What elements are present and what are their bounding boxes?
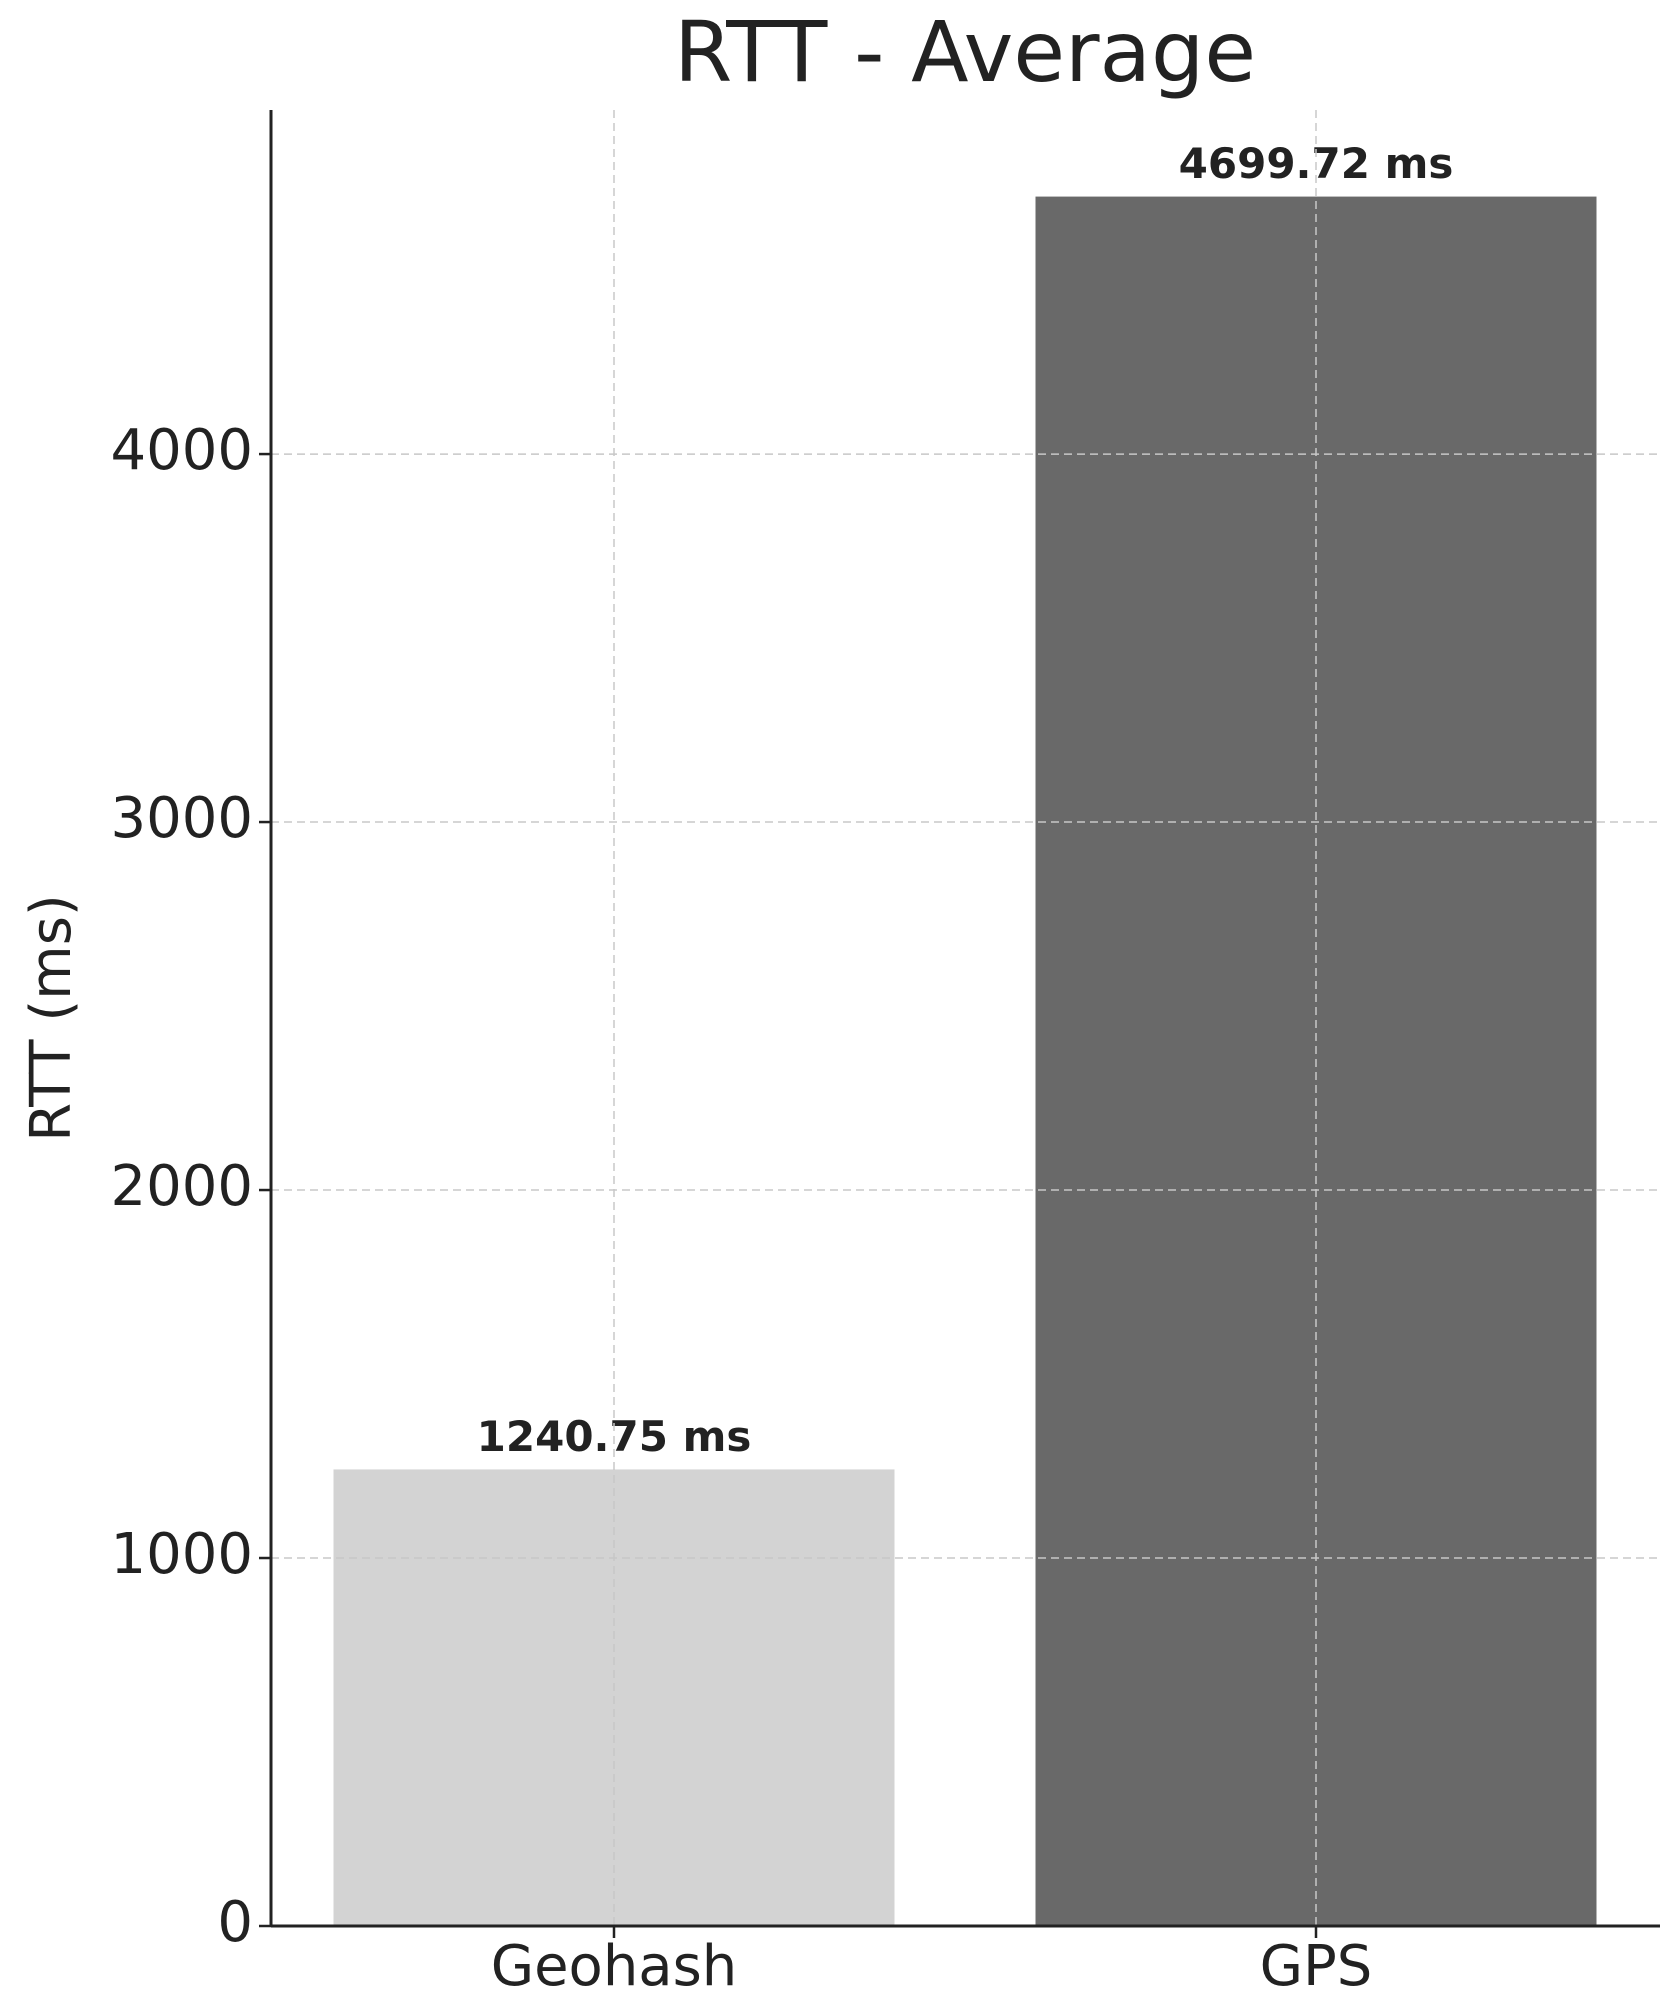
chart-title: RTT - Average (674, 3, 1256, 101)
x-tick-label: Geohash (491, 1934, 738, 1999)
y-tick-label: 2000 (110, 1154, 253, 1219)
y-tick-label: 4000 (110, 418, 253, 483)
x-tick-label: GPS (1260, 1934, 1373, 1999)
y-tick-label: 0 (217, 1890, 253, 1955)
y-axis-label: RTT (ms) (19, 894, 84, 1142)
y-tick-label: 3000 (110, 786, 253, 851)
y-tick-label: 1000 (110, 1522, 253, 1587)
